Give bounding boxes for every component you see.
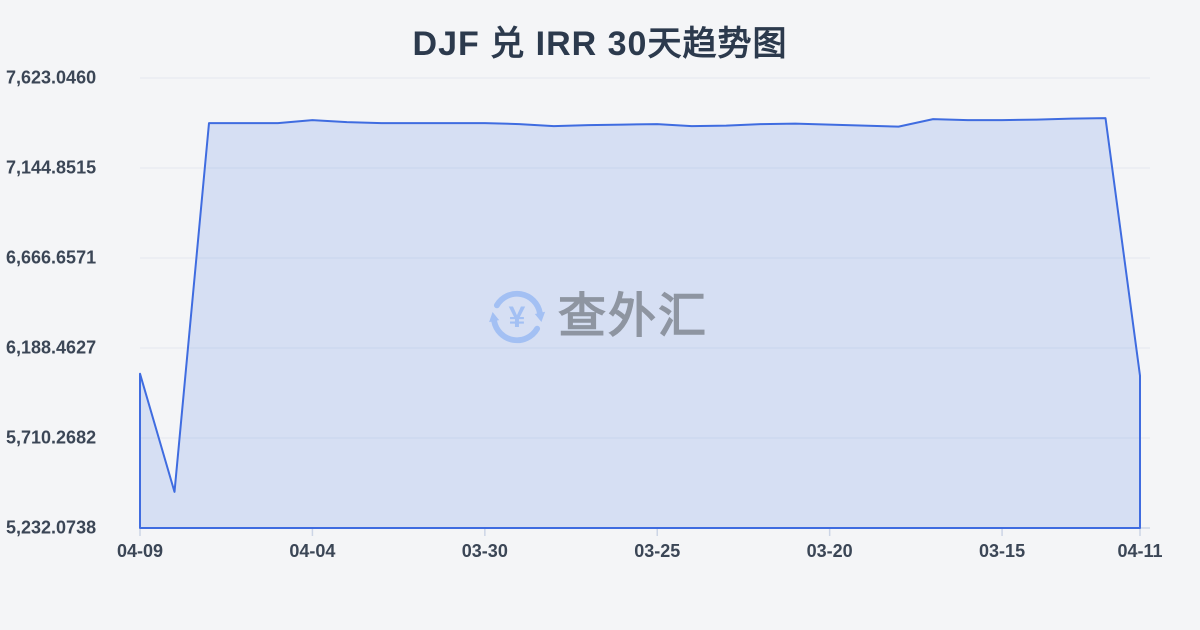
x-axis-label: 03-20 bbox=[806, 541, 853, 561]
y-axis-label: 5,710.2682 bbox=[6, 427, 97, 448]
x-axis-label: 03-25 bbox=[634, 541, 681, 561]
y-axis-label: 7,623.0460 bbox=[6, 67, 97, 88]
x-axis-label: 03-15 bbox=[979, 541, 1026, 561]
trend-area-series bbox=[139, 117, 1141, 529]
y-axis-label: 6,666.6571 bbox=[6, 247, 97, 268]
y-axis-label: 5,232.0738 bbox=[6, 517, 97, 538]
y-axis-label: 6,188.4627 bbox=[6, 337, 97, 358]
chart-title: DJF 兑 IRR 30天趋势图 bbox=[412, 25, 788, 63]
x-axis-label: 04-11 bbox=[1117, 541, 1163, 561]
x-axis-label: 04-09 bbox=[116, 541, 164, 561]
x-axis-label: 04-04 bbox=[289, 541, 336, 561]
x-axis-label: 03-30 bbox=[461, 541, 508, 561]
y-axis-label: 7,144.8515 bbox=[6, 157, 97, 178]
